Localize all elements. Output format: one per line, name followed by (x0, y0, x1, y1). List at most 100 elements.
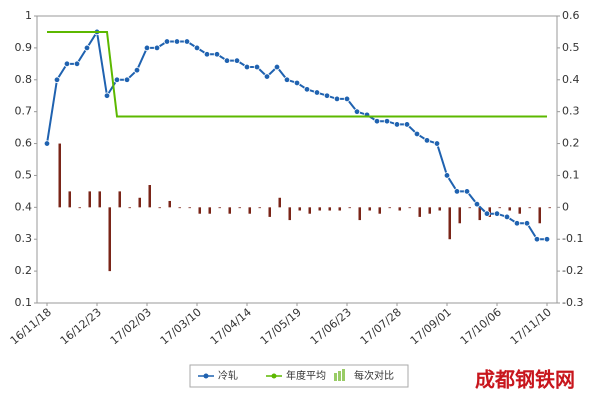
y2-tick-label: -0.1 (562, 232, 583, 245)
bar (288, 207, 291, 221)
marker (243, 63, 251, 71)
bar (158, 207, 161, 209)
bar (318, 207, 321, 211)
bar (208, 207, 211, 214)
bar (228, 207, 231, 214)
bar (248, 207, 251, 214)
bar (308, 207, 311, 214)
marker (443, 172, 451, 179)
bar (238, 207, 241, 209)
marker (183, 38, 191, 45)
x-tick-label: 17/11/10 (508, 306, 554, 348)
bar (368, 207, 371, 211)
marker (383, 118, 391, 125)
x-tick-label: 17/06/23 (308, 306, 354, 348)
x-tick-label: 17/02/03 (108, 306, 154, 348)
bar (178, 207, 181, 209)
line (46, 29, 547, 241)
marker (173, 38, 181, 45)
line (47, 30, 547, 118)
bar (88, 191, 91, 208)
marker (283, 76, 291, 83)
marker (393, 121, 401, 128)
y2-tick-label: 0.4 (562, 73, 580, 86)
legend-label: 冷轧 (218, 369, 238, 382)
marker (263, 73, 271, 80)
marker (503, 213, 511, 221)
legend-icon (338, 371, 341, 381)
bar (508, 207, 511, 211)
marker (423, 137, 431, 144)
marker (433, 140, 441, 147)
bar (358, 207, 361, 221)
marker (113, 76, 121, 83)
bar (428, 207, 431, 214)
bar (348, 207, 351, 209)
marker (533, 236, 541, 243)
marker (343, 95, 351, 103)
bar (538, 207, 541, 224)
y2-tick-label: 0.6 (562, 9, 580, 22)
bar (518, 207, 521, 214)
bar (268, 207, 271, 217)
y-tick-label: 0.2 (15, 264, 33, 277)
x-tick-label: 17/05/19 (258, 306, 304, 348)
y2-tick-label: 0.5 (562, 41, 580, 54)
marker (203, 51, 211, 58)
bar (168, 200, 171, 208)
marker (73, 60, 81, 68)
plot-area (36, 15, 558, 304)
y2-tick-label: 0 (562, 200, 569, 213)
bar (468, 207, 471, 209)
bar (418, 207, 421, 217)
marker (163, 38, 171, 45)
marker (193, 44, 201, 52)
bar (298, 207, 301, 211)
y-tick-label: 0.8 (15, 73, 33, 86)
x-tick-label: 17/07/28 (358, 306, 404, 348)
legend-label: 年度平均 (286, 369, 326, 382)
x-tick-label: 17/04/14 (208, 306, 254, 348)
bar (478, 207, 481, 221)
bar (138, 197, 141, 208)
bar (98, 191, 101, 208)
watermark: 成都钢铁网 (475, 368, 575, 392)
marker (473, 200, 481, 208)
bar (218, 207, 221, 209)
y2-tick-label: 0.2 (562, 137, 580, 150)
marker (513, 220, 521, 227)
x-tick-label: 17/03/10 (158, 306, 204, 348)
legend-icon (203, 373, 209, 379)
y2-tick-label: 0.3 (562, 105, 580, 118)
y-tick-label: 0.3 (15, 232, 33, 245)
bar (108, 207, 111, 272)
marker (323, 92, 331, 99)
marker (403, 121, 411, 128)
y2-tick-label: -0.3 (562, 296, 583, 309)
marker (253, 63, 261, 71)
y-tick-label: 0.1 (15, 296, 33, 309)
marker (233, 57, 241, 64)
marker (303, 86, 311, 93)
bar (188, 207, 191, 209)
x-tick-label: 16/12/23 (58, 306, 104, 348)
marker (333, 95, 341, 103)
bar (258, 207, 261, 209)
marker (483, 210, 491, 217)
y-tick-label: 0.4 (15, 200, 33, 213)
bar (498, 207, 501, 209)
bar (58, 143, 61, 208)
marker (143, 44, 151, 52)
bar (378, 207, 381, 214)
bar (148, 185, 151, 208)
marker (273, 63, 281, 71)
marker (63, 60, 71, 68)
y-tick-label: 1 (25, 9, 32, 22)
marker (53, 76, 61, 83)
marker (153, 44, 161, 52)
y-tick-label: 0.5 (15, 168, 33, 181)
bar (68, 191, 71, 208)
marker (293, 79, 301, 87)
bar (278, 197, 281, 208)
